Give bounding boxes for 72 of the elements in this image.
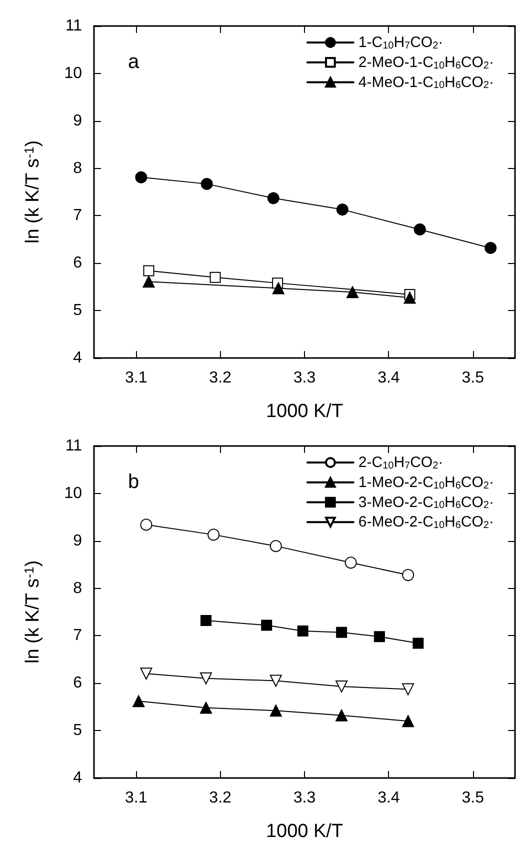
x-tick-label: 3.4 [378, 790, 400, 806]
point [374, 631, 385, 642]
legend-label: 1-MeO-2-C10H6CO2· [358, 474, 494, 492]
y-tick-label: 10 [64, 64, 82, 82]
x-tick-label: 3.4 [378, 370, 400, 386]
y-tick-label: 4 [73, 350, 82, 366]
x-tick-label: 3.5 [462, 790, 484, 806]
y-tick-label: 10 [64, 484, 82, 502]
legend-label: 2-MeO-1-C10H6CO2· [358, 54, 494, 72]
point [402, 715, 414, 728]
point [140, 668, 152, 680]
point [210, 272, 221, 283]
point [272, 282, 284, 294]
point [484, 242, 497, 254]
point [346, 286, 358, 298]
y-tick-label: 7 [73, 627, 82, 644]
point [200, 615, 212, 626]
x-axis-title: 1000 K/T [266, 401, 344, 422]
x-tick-label: 3.3 [293, 790, 316, 806]
y-tick-label: 11 [65, 18, 82, 34]
point [414, 223, 426, 236]
point [140, 518, 152, 531]
point [336, 680, 348, 692]
x-tick-label: 3.3 [293, 370, 316, 386]
legend-label: 6-MeO-2-C10H6CO2· [358, 514, 494, 531]
y-axis-title: ln (k K/T s-1) [21, 560, 44, 664]
point [142, 276, 155, 288]
y-tick-label: 9 [73, 532, 82, 550]
point [344, 556, 357, 569]
point [412, 638, 424, 649]
x-tick-label: 3.1 [124, 790, 148, 806]
y-axis-title: ln (k K/T s-1) [21, 140, 44, 244]
point [270, 674, 282, 687]
y-tick-label: 9 [73, 112, 82, 130]
point [270, 540, 282, 552]
legend-label: 1-C10H7CO2· [358, 34, 444, 52]
y-tick-label: 11 [65, 438, 82, 454]
y-tick-label: 7 [73, 207, 82, 224]
legend-label: 2-C10H7CO2· [358, 454, 444, 472]
point [208, 528, 220, 541]
y-tick-label: 5 [73, 722, 82, 740]
point [200, 702, 212, 714]
y-tick-label: 4 [73, 770, 82, 786]
point [297, 625, 308, 636]
point [200, 672, 212, 684]
point [402, 683, 414, 696]
point [336, 709, 348, 722]
point [200, 178, 213, 190]
x-tick-label: 3.2 [209, 790, 232, 806]
point [336, 626, 348, 638]
x-axis-title: 1000 K/T [266, 821, 344, 842]
point [132, 695, 145, 708]
legend-label: 3-MeO-2-C10H6CO2· [358, 494, 494, 512]
point [404, 292, 416, 304]
point [267, 192, 280, 204]
point [336, 204, 348, 216]
x-tick-label: 3.1 [124, 370, 148, 386]
point [143, 265, 154, 276]
y-tick-label: 6 [73, 674, 82, 692]
x-tick-label: 3.2 [209, 370, 232, 386]
annotation: b [128, 471, 140, 493]
x-tick-label: 3.5 [462, 370, 484, 386]
legend-label: 4-MeO-1-C10H6CO2· [358, 74, 494, 92]
y-tick-label: 8 [73, 580, 82, 597]
point [261, 620, 272, 631]
point [135, 171, 148, 184]
y-tick-label: 8 [73, 160, 82, 177]
point [402, 569, 414, 582]
point [270, 704, 282, 717]
y-tick-label: 5 [73, 302, 82, 320]
y-tick-label: 6 [73, 254, 82, 272]
annotation: a [128, 51, 140, 73]
